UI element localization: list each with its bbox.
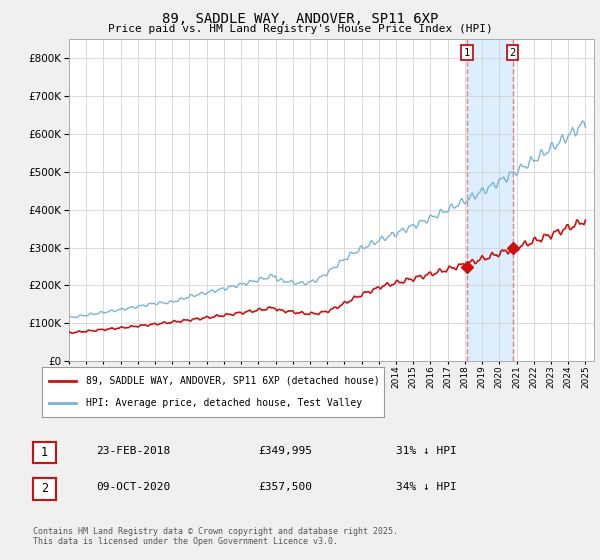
- Text: 31% ↓ HPI: 31% ↓ HPI: [396, 446, 457, 456]
- Text: Price paid vs. HM Land Registry's House Price Index (HPI): Price paid vs. HM Land Registry's House …: [107, 24, 493, 34]
- Text: 1: 1: [41, 446, 48, 459]
- Text: 23-FEB-2018: 23-FEB-2018: [96, 446, 170, 456]
- Text: 09-OCT-2020: 09-OCT-2020: [96, 482, 170, 492]
- Text: 89, SADDLE WAY, ANDOVER, SP11 6XP (detached house): 89, SADDLE WAY, ANDOVER, SP11 6XP (detac…: [86, 376, 380, 386]
- Text: 89, SADDLE WAY, ANDOVER, SP11 6XP: 89, SADDLE WAY, ANDOVER, SP11 6XP: [162, 12, 438, 26]
- Text: HPI: Average price, detached house, Test Valley: HPI: Average price, detached house, Test…: [86, 398, 362, 408]
- Text: 2: 2: [509, 48, 516, 58]
- Text: 1: 1: [464, 48, 470, 58]
- Text: £349,995: £349,995: [258, 446, 312, 456]
- Text: 34% ↓ HPI: 34% ↓ HPI: [396, 482, 457, 492]
- Bar: [467, 39, 512, 361]
- Text: £357,500: £357,500: [258, 482, 312, 492]
- Text: 2: 2: [41, 482, 48, 496]
- Text: Contains HM Land Registry data © Crown copyright and database right 2025.
This d: Contains HM Land Registry data © Crown c…: [33, 526, 398, 546]
